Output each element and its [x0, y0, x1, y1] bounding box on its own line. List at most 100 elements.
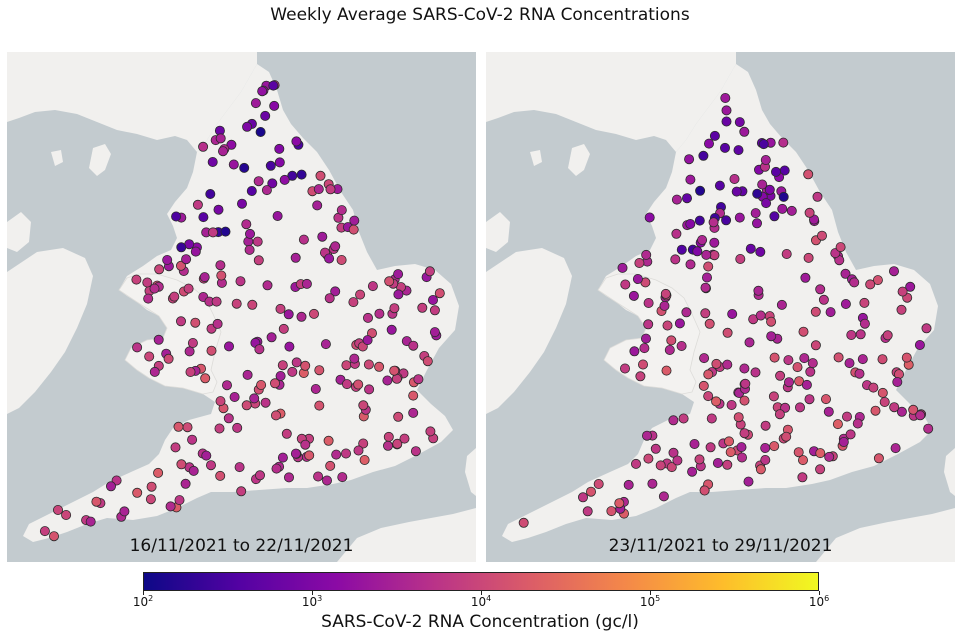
colorbar-tick-mark — [312, 591, 313, 595]
site-marker — [794, 402, 805, 413]
site-marker — [429, 305, 440, 316]
site-marker — [868, 382, 879, 393]
site-marker — [241, 219, 252, 230]
site-marker — [348, 297, 359, 308]
site-marker — [908, 404, 919, 415]
site-marker — [275, 370, 286, 381]
site-marker — [694, 454, 705, 465]
site-marker — [758, 139, 769, 150]
site-marker — [593, 478, 604, 489]
site-marker — [750, 208, 761, 219]
site-marker — [799, 353, 810, 364]
site-marker — [697, 234, 708, 245]
site-marker — [774, 409, 785, 420]
site-marker — [751, 218, 762, 229]
site-marker — [274, 157, 285, 168]
site-marker — [643, 319, 654, 330]
site-marker — [661, 365, 672, 376]
site-marker — [896, 406, 907, 417]
site-marker — [890, 443, 901, 454]
site-marker — [877, 387, 888, 398]
tick-exponent: 2 — [148, 594, 154, 603]
map-right-svg — [486, 52, 955, 562]
site-marker — [271, 463, 282, 474]
site-marker — [213, 204, 224, 215]
site-marker — [323, 435, 334, 446]
site-marker — [701, 272, 712, 283]
site-marker — [797, 455, 808, 466]
site-marker — [816, 230, 827, 241]
site-marker — [254, 344, 265, 355]
site-marker — [641, 249, 652, 260]
tick-exponent: 3 — [317, 594, 323, 603]
site-marker — [410, 446, 421, 457]
site-marker — [427, 294, 438, 305]
site-marker — [781, 248, 792, 259]
site-marker — [175, 316, 186, 327]
site-marker — [804, 394, 815, 405]
site-marker — [617, 262, 628, 273]
site-marker — [634, 257, 645, 268]
site-marker — [709, 237, 720, 248]
site-marker — [777, 203, 788, 214]
site-marker — [745, 243, 756, 254]
site-marker — [341, 379, 352, 390]
site-marker — [739, 428, 750, 439]
site-marker — [722, 359, 733, 370]
site-marker — [301, 278, 312, 289]
site-marker — [703, 369, 714, 380]
site-marker — [170, 442, 181, 453]
site-marker — [247, 299, 258, 310]
site-marker — [803, 252, 814, 263]
site-marker — [727, 308, 738, 319]
site-marker — [149, 366, 160, 377]
site-marker — [674, 318, 685, 329]
site-marker — [711, 358, 722, 369]
site-marker — [175, 260, 186, 271]
site-marker — [389, 303, 400, 314]
land-continent — [944, 448, 955, 496]
site-marker — [639, 343, 650, 354]
site-marker — [701, 249, 712, 260]
site-marker — [664, 344, 675, 355]
site-marker — [852, 418, 863, 429]
site-marker — [274, 143, 285, 154]
site-marker — [662, 320, 673, 331]
figure-title: Weekly Average SARS-CoV-2 RNA Concentrat… — [270, 5, 690, 25]
site-marker — [362, 312, 373, 323]
site-marker — [768, 391, 779, 402]
map-panel-left: 16/11/2021 to 22/11/2021 — [7, 52, 476, 562]
site-marker — [630, 458, 641, 469]
site-marker — [671, 228, 682, 239]
site-marker — [291, 357, 302, 368]
colorbar-tick-mark — [481, 591, 482, 595]
site-marker — [731, 186, 742, 197]
site-marker — [721, 116, 732, 127]
site-marker — [923, 423, 934, 434]
site-marker — [725, 447, 736, 458]
site-marker — [215, 396, 226, 407]
site-marker — [399, 433, 410, 444]
site-marker — [211, 296, 222, 307]
site-marker — [849, 277, 860, 288]
land-island — [530, 150, 542, 166]
site-marker — [823, 406, 834, 417]
site-marker — [879, 396, 890, 407]
site-marker — [234, 462, 245, 473]
date-range-label-left: 16/11/2021 to 22/11/2021 — [129, 536, 354, 556]
site-marker — [807, 358, 818, 369]
site-marker — [422, 356, 433, 367]
land-france — [337, 508, 476, 562]
site-marker — [778, 137, 789, 148]
site-marker — [865, 279, 876, 290]
site-marker — [896, 304, 907, 315]
land-ireland — [486, 248, 572, 414]
tick-exponent: 6 — [824, 594, 830, 603]
site-marker — [340, 448, 351, 459]
site-marker — [200, 373, 211, 384]
site-marker — [382, 375, 393, 386]
site-marker — [857, 354, 868, 365]
site-marker — [804, 207, 815, 218]
site-marker — [214, 423, 225, 434]
site-marker — [695, 185, 706, 196]
